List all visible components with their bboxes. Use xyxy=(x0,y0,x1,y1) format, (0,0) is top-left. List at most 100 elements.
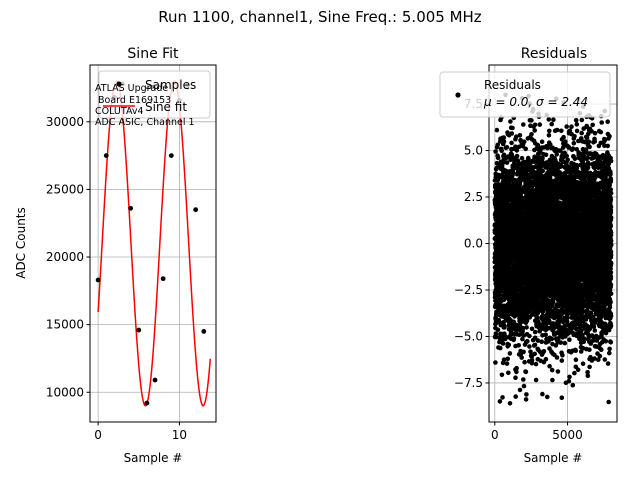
residuals-ytick-label: 2.5 xyxy=(464,190,483,204)
residual-point xyxy=(509,140,514,146)
residual-point xyxy=(524,392,529,397)
residual-point xyxy=(522,359,527,365)
residuals-data xyxy=(492,92,614,406)
legend-sine-fit-label: Sine fit xyxy=(145,100,187,114)
residual-point xyxy=(539,139,545,144)
sample-point xyxy=(160,276,166,282)
residual-point xyxy=(516,144,522,150)
residual-point xyxy=(501,319,507,325)
sine-fit-frame xyxy=(89,64,217,423)
residual-point xyxy=(514,365,519,371)
residuals-xtick-label: 0 xyxy=(491,428,499,442)
residual-point xyxy=(540,155,545,161)
residuals-ytick-label: 5.0 xyxy=(464,144,483,158)
residual-point xyxy=(504,145,510,150)
residual-point xyxy=(494,127,500,133)
residual-point xyxy=(532,128,537,133)
residual-point xyxy=(532,329,538,335)
residual-point xyxy=(543,152,549,158)
sample-point xyxy=(144,400,150,406)
sample-point xyxy=(128,205,134,211)
residual-point xyxy=(527,333,532,339)
sine-fit-ytick-label: 25000 xyxy=(46,182,84,196)
residual-point xyxy=(543,356,549,362)
residual-point xyxy=(549,336,555,342)
residual-point xyxy=(529,357,535,363)
annotation-line-2: Board E169153 xyxy=(98,95,171,106)
residual-point xyxy=(499,372,505,378)
residual-point xyxy=(539,339,544,345)
residual-point xyxy=(510,125,515,131)
residual-point xyxy=(533,377,539,383)
residual-point xyxy=(517,387,523,393)
sine-fit-ytick-label: 15000 xyxy=(46,318,84,332)
residual-point xyxy=(550,299,556,305)
residual-point xyxy=(523,397,529,402)
residual-point xyxy=(545,394,550,400)
residuals-plot: Residuals −7.5−5.0−2.50.02.55.07.505000 … xyxy=(439,46,618,465)
residual-point xyxy=(505,356,511,362)
annotation-line-3: COLUTAv4 xyxy=(95,106,144,117)
residual-point xyxy=(554,355,560,360)
residual-point xyxy=(519,355,524,360)
residual-point xyxy=(513,394,518,399)
residual-point xyxy=(495,142,501,148)
residual-point xyxy=(532,122,538,128)
sample-point xyxy=(168,153,174,159)
residuals-ytick-label: −2.5 xyxy=(454,283,483,297)
sine-fit-title: Sine Fit xyxy=(127,46,179,62)
sine-fit-ytick-label: 10000 xyxy=(46,385,84,399)
sample-point xyxy=(193,207,199,213)
residual-point xyxy=(540,309,546,314)
residual-point xyxy=(521,383,527,389)
residual-point xyxy=(529,118,534,123)
residual-point xyxy=(510,170,516,176)
sine-fit-curve xyxy=(97,80,212,407)
residual-point xyxy=(546,117,552,122)
residual-point xyxy=(501,135,507,140)
residual-point xyxy=(532,342,538,348)
residual-point xyxy=(501,357,507,363)
residual-point xyxy=(494,160,500,166)
residual-point xyxy=(504,361,510,366)
residual-point xyxy=(540,391,545,397)
residual-point xyxy=(517,182,523,187)
residual-point xyxy=(508,119,513,124)
residual-point xyxy=(540,168,545,174)
sine-fit-data xyxy=(95,80,212,407)
residual-point xyxy=(545,145,550,151)
figure-title: Run 1100, channel1, Sine Freq.: 5.005 MH… xyxy=(158,8,482,26)
residual-point xyxy=(495,327,501,333)
residual-point xyxy=(523,146,528,152)
residual-point xyxy=(500,341,506,346)
residual-point xyxy=(559,395,565,401)
sine-fit-grid xyxy=(90,65,216,422)
residual-point xyxy=(507,351,513,356)
residual-point xyxy=(495,155,501,161)
residual-point xyxy=(550,377,555,383)
residual-point xyxy=(502,325,507,330)
residual-point xyxy=(534,314,540,320)
residual-point xyxy=(514,153,520,159)
residual-point xyxy=(514,148,520,153)
sample-point xyxy=(136,327,142,333)
residual-point xyxy=(527,344,532,349)
residuals-ytick-label: 0.0 xyxy=(464,237,483,251)
residual-point xyxy=(513,134,519,139)
residual-point xyxy=(525,338,530,344)
residual-point xyxy=(521,139,527,144)
sine-fit-legend: Samples Sine fit xyxy=(98,70,211,119)
residual-point xyxy=(517,323,523,328)
sine-fit-xtick-label: 10 xyxy=(172,428,187,442)
residual-point xyxy=(524,325,529,330)
residual-point xyxy=(524,318,530,324)
sine-fit-xtick-label: 0 xyxy=(94,428,102,442)
sine-fit-ylabel: ADC Counts xyxy=(14,207,28,279)
residual-point xyxy=(498,345,503,351)
legend-samples-marker xyxy=(116,81,122,87)
residual-point xyxy=(513,375,518,381)
residual-point xyxy=(549,367,555,373)
residual-point xyxy=(547,128,552,134)
